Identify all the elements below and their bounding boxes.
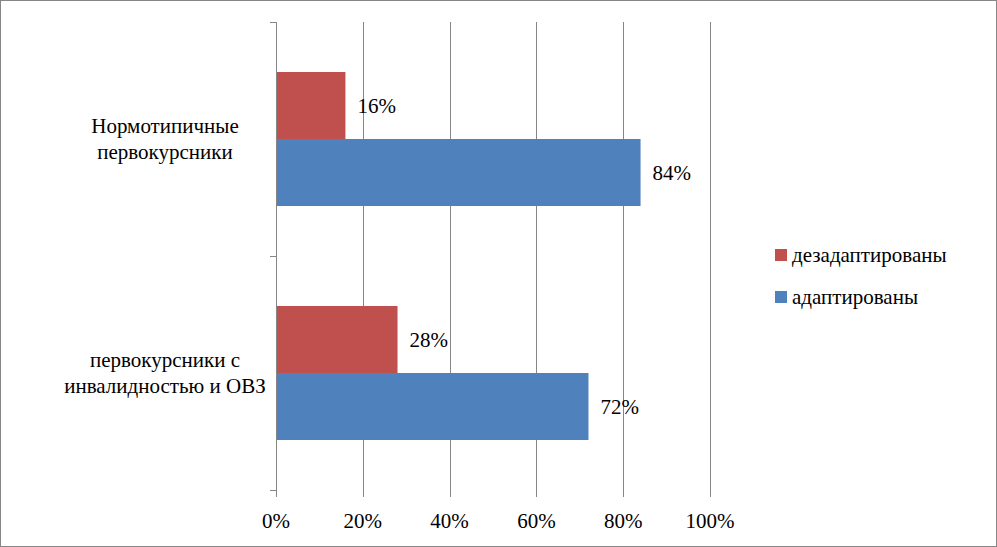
legend-swatch xyxy=(775,291,787,303)
chart: 0% 20% 40% 60% 80% 100% 16% 84% 28% 72% Нормотипич… xyxy=(0,0,997,547)
data-label: 84% xyxy=(653,161,692,185)
data-label: 72% xyxy=(600,395,639,419)
category-label: Нормотипичныепервокурсники xyxy=(91,114,238,164)
x-tick-label: 80% xyxy=(604,509,643,533)
x-tick-label: 60% xyxy=(517,509,556,533)
x-tick-label: 100% xyxy=(686,509,735,533)
x-tick-label: 0% xyxy=(262,509,290,533)
x-tick xyxy=(623,490,624,497)
data-label: 16% xyxy=(357,94,396,118)
x-tick xyxy=(363,490,364,497)
legend-label: дезадаптированы xyxy=(792,243,947,267)
bar xyxy=(276,306,398,373)
x-tick-label: 20% xyxy=(344,509,383,533)
chart-frame xyxy=(1,1,997,547)
bar xyxy=(276,72,345,139)
x-tick xyxy=(536,490,537,497)
legend-label: адаптированы xyxy=(792,285,918,309)
category-label-line: Нормотипичные xyxy=(91,114,238,138)
y-axis: Нормотипичныепервокурсники первокурсники … xyxy=(64,22,276,491)
data-labels: 16% 84% 28% 72% xyxy=(357,94,691,419)
category-label-line: первокурсники xyxy=(97,140,232,164)
x-tick xyxy=(276,490,277,497)
data-label: 28% xyxy=(410,328,449,352)
legend-swatch xyxy=(775,249,787,261)
grid-line xyxy=(710,22,711,490)
x-tick xyxy=(450,490,451,497)
y-tick xyxy=(270,256,276,257)
y-axis-line xyxy=(276,22,277,490)
category-label: первокурсники синвалидностью и ОВЗ xyxy=(64,348,265,398)
category-label-line: первокурсники с xyxy=(90,348,240,372)
category-label-line: инвалидностью и ОВЗ xyxy=(64,374,265,398)
grid-line xyxy=(623,22,624,490)
y-tick xyxy=(270,22,276,23)
x-axis: 0% 20% 40% 60% 80% 100% xyxy=(262,490,735,533)
y-tick xyxy=(270,490,276,491)
bar xyxy=(276,373,588,440)
bar xyxy=(276,139,641,206)
bars xyxy=(276,72,641,440)
x-tick xyxy=(710,490,711,497)
legend: дезадаптированы адаптированы xyxy=(775,243,947,309)
x-tick-label: 40% xyxy=(430,509,469,533)
